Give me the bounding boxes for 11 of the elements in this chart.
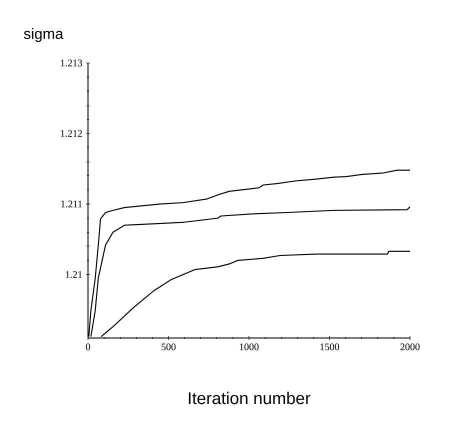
x-tick-label: 500 bbox=[162, 344, 176, 350]
y-axis-title: sigma bbox=[24, 28, 64, 42]
y-tick-label: 1.213 bbox=[60, 60, 82, 66]
y-tick-label: 1.21 bbox=[66, 271, 82, 278]
x-tick-label: 0 bbox=[86, 344, 90, 350]
x-tick-label: 1500 bbox=[320, 344, 340, 350]
x-axis-title: Iteration number bbox=[188, 392, 310, 404]
y-tick-label: 1.212 bbox=[60, 130, 82, 137]
y-tick-label: 1.211 bbox=[61, 200, 82, 208]
x-tick-label: 2000 bbox=[400, 344, 420, 350]
x-tick-label: 1000 bbox=[240, 344, 259, 350]
